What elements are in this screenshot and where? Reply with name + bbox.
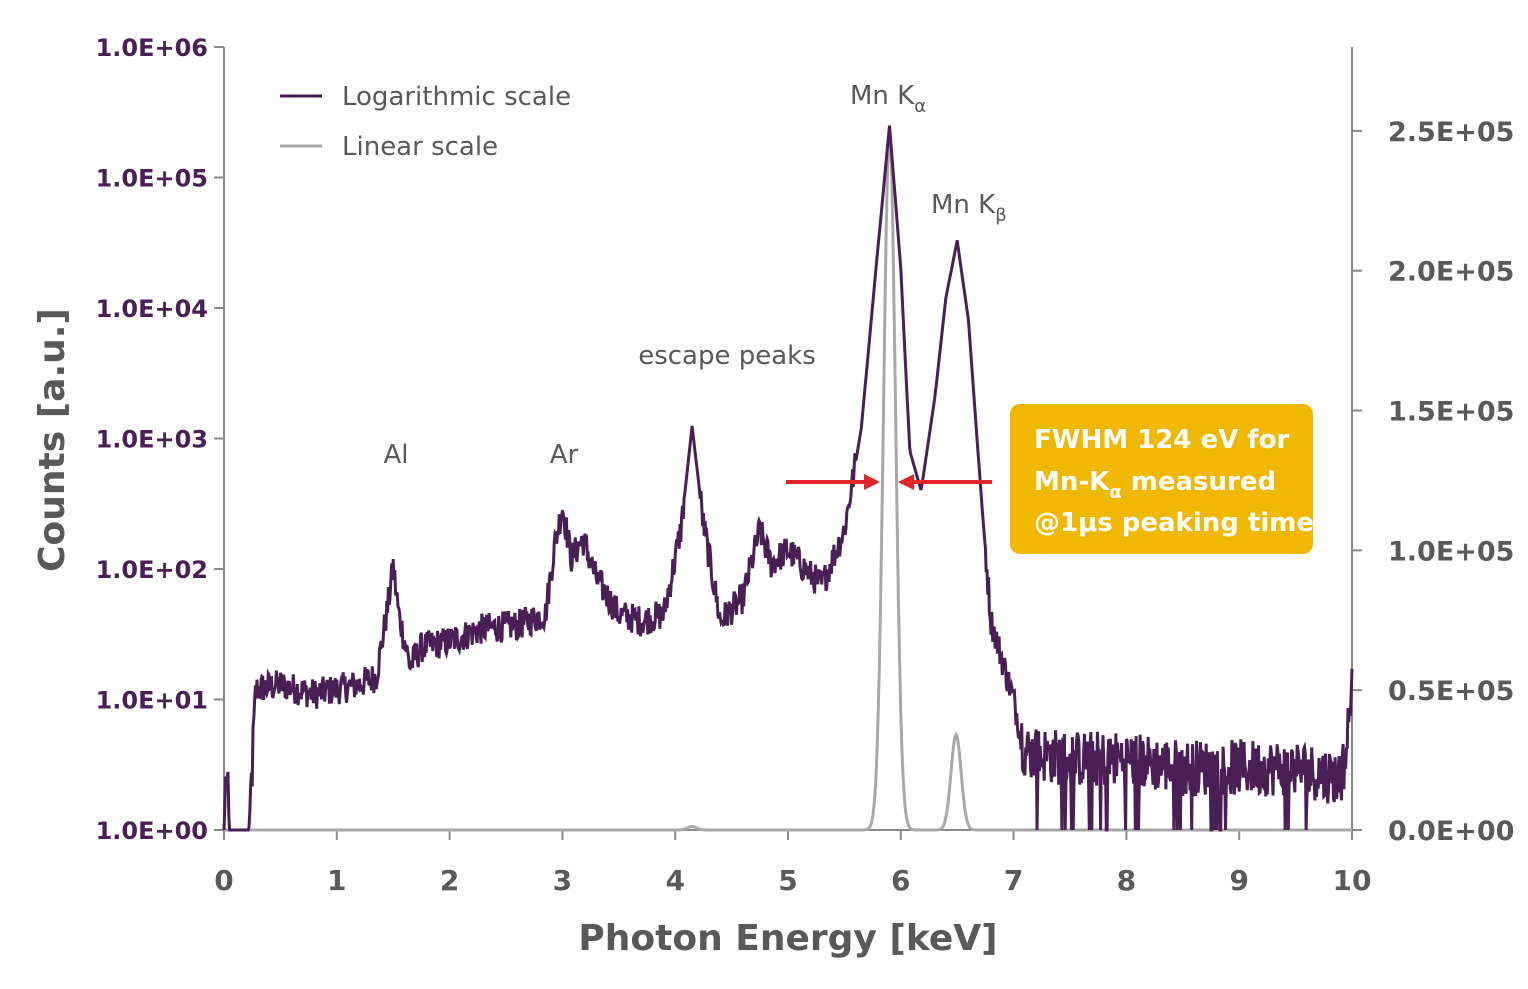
legend: Logarithmic scale Linear scale xyxy=(280,82,571,162)
left-tick-label: 1.0E+00 xyxy=(96,817,208,845)
fwhm-callout-line3: @1μs peaking time xyxy=(1034,508,1314,538)
annotation-mn-k-beta: Mn Kβ xyxy=(931,190,1007,226)
right-tick-label: 1.0E+05 xyxy=(1388,536,1514,567)
fwhm-arrowhead-left xyxy=(864,474,880,490)
x-tick-label: 4 xyxy=(665,864,684,897)
annotation-al: Al xyxy=(383,440,408,470)
left-tick-label: 1.0E+01 xyxy=(96,687,208,715)
right-tick-label: 1.5E+05 xyxy=(1388,397,1514,428)
x-tick-label: 1 xyxy=(327,864,346,897)
annotation-escape-peaks: escape peaks xyxy=(638,341,816,371)
left-tick-label: 1.0E+05 xyxy=(96,165,208,193)
annotation-ar: Ar xyxy=(550,440,579,470)
fwhm-callout-background xyxy=(1010,404,1313,554)
x-ticks: 0 1 2 3 4 5 6 7 8 9 10 xyxy=(214,830,1371,897)
annotation-mn-k-alpha: Mn Kα xyxy=(850,81,926,117)
fwhm-callout: FWHM 124 eV for Mn-Kα measured @1μs peak… xyxy=(1010,404,1314,554)
right-tick-label: 2.5E+05 xyxy=(1388,117,1514,148)
left-tick-label: 1.0E+04 xyxy=(96,295,208,323)
right-tick-label: 2.0E+05 xyxy=(1388,257,1514,288)
x-tick-label: 8 xyxy=(1117,864,1136,897)
left-tick-label: 1.0E+03 xyxy=(96,426,208,454)
right-tick-label: 0.0E+00 xyxy=(1388,816,1514,847)
x-tick-label: 9 xyxy=(1229,864,1248,897)
x-tick-label: 7 xyxy=(1004,864,1023,897)
y-axis-title: Counts [a.u.] xyxy=(32,308,73,572)
fwhm-arrows xyxy=(786,474,992,490)
series-line-logarithmic-scale xyxy=(222,125,1354,832)
x-tick-label: 3 xyxy=(553,864,572,897)
fwhm-callout-line2: Mn-Kα measured xyxy=(1034,467,1276,503)
left-y-ticks: 1.0E+00 1.0E+01 1.0E+02 1.0E+03 1.0E+04 1.0E+… xyxy=(96,34,224,845)
legend-label-linear-scale: Linear scale xyxy=(342,132,498,162)
series-line-linear-scale xyxy=(224,130,1352,832)
right-y-ticks: 0.0E+00 0.5E+05 1.0E+05 1.5E+05 2.0E+05 2.5E+… xyxy=(1352,117,1514,847)
x-tick-label: 2 xyxy=(440,864,459,897)
left-tick-label: 1.0E+06 xyxy=(96,34,208,62)
x-axis-title: Photon Energy [keV] xyxy=(578,918,997,959)
left-tick-label: 1.0E+02 xyxy=(96,556,208,584)
x-tick-label: 5 xyxy=(778,864,797,897)
x-tick-label: 6 xyxy=(891,864,910,897)
x-tick-label: 10 xyxy=(1333,864,1372,897)
fwhm-arrowhead-right xyxy=(898,474,914,490)
right-tick-label: 0.5E+05 xyxy=(1388,676,1514,707)
legend-label-logarithmic-scale: Logarithmic scale xyxy=(342,82,571,112)
fwhm-callout-line1: FWHM 124 eV for xyxy=(1034,425,1289,455)
x-tick-label: 0 xyxy=(214,864,233,897)
